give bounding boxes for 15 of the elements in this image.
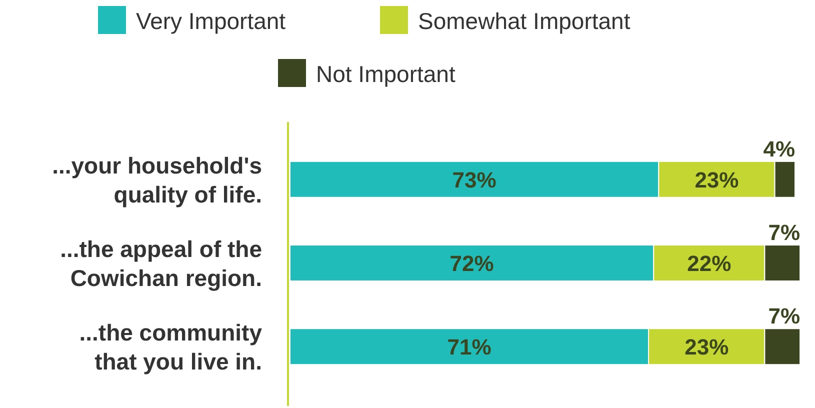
data-label: 23% xyxy=(694,167,739,192)
data-label: 22% xyxy=(687,251,732,276)
y-tick-label: ...the community that you live in. xyxy=(79,320,262,375)
y-tick-label: ...the appeal of the Cowichan region. xyxy=(60,236,262,291)
data-label: 23% xyxy=(684,334,729,360)
data-label: 72% xyxy=(450,251,494,276)
data-label: 71% xyxy=(447,334,492,360)
data-label: 73% xyxy=(452,167,496,192)
legend-label: Not Important xyxy=(316,61,456,87)
data-label: 7% xyxy=(768,304,800,329)
data-label: 7% xyxy=(768,220,800,246)
y-tick-label: ...your household's quality of life. xyxy=(52,152,262,208)
data-label: 4% xyxy=(763,136,795,162)
legend-label: Very Important xyxy=(136,8,286,34)
legend-label: Somewhat Important xyxy=(418,8,631,34)
